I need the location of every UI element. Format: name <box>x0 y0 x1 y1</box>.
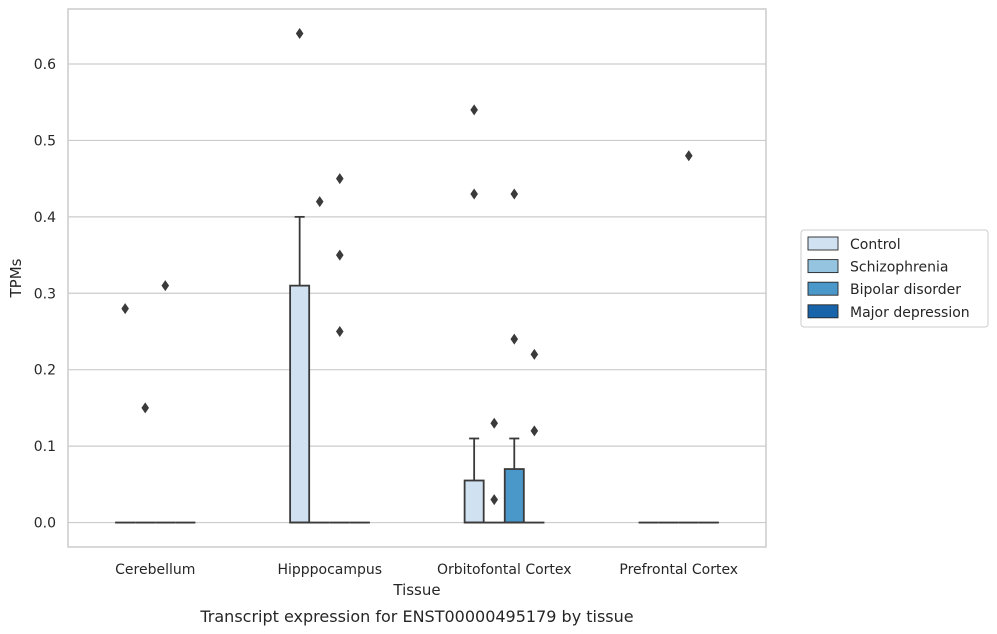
legend-swatch <box>807 281 839 296</box>
x-tick-label: Cerebellum <box>115 562 195 578</box>
plot-background <box>68 9 766 547</box>
outlier-point <box>510 188 519 200</box>
legend: Control Schizophrenia Bipolar disorder Majo… <box>800 229 989 328</box>
outlier-point <box>121 303 129 315</box>
outlier-points <box>121 27 693 506</box>
outlier-point <box>684 150 693 162</box>
x-tick-label: Orbitofontal Cortex <box>437 562 572 578</box>
y-tick-label: 0.1 <box>34 439 56 455</box>
legend-label: Control <box>850 237 901 253</box>
outlier-point <box>470 188 478 200</box>
outlier-point <box>490 494 499 506</box>
y-axis-title: TPMs <box>7 258 25 298</box>
outlier-point <box>530 425 539 437</box>
outlier-point <box>335 325 344 337</box>
legend-swatch <box>807 259 839 274</box>
legend-label: Schizophrenia <box>850 260 948 276</box>
y-tick-label: 0.6 <box>34 57 56 73</box>
outlier-point <box>490 417 499 429</box>
x-tick-label: Prefrontal Cortex <box>619 562 738 578</box>
gridlines <box>68 63 766 524</box>
box <box>503 468 525 524</box>
outlier-point <box>530 348 539 360</box>
x-axis-title: Tissue <box>392 581 440 599</box>
y-tick-label: 0.0 <box>34 516 56 532</box>
outlier-point <box>470 104 478 116</box>
outlier-point <box>315 196 324 208</box>
legend-frame <box>800 229 989 328</box>
x-tick-label: Hipppocampus <box>277 562 382 578</box>
outlier-point <box>335 173 344 185</box>
outlier-point <box>335 249 344 261</box>
legend-label: Major depression <box>850 305 970 321</box>
outlier-point <box>141 402 150 414</box>
y-tick-label: 0.4 <box>34 210 56 226</box>
outlier-point <box>161 280 170 292</box>
outlier-point <box>510 333 519 345</box>
legend-label: Bipolar disorder <box>850 282 961 298</box>
box <box>463 479 485 524</box>
y-tick-label: 0.5 <box>34 133 56 149</box>
x-tick-labels: Cerebellum Hipppocampus Orbitofontal Corte… <box>115 562 738 578</box>
outlier-point <box>295 27 304 39</box>
plot-frame <box>67 8 767 548</box>
y-tick-labels: 0.0 0.1 0.2 0.3 0.4 0.5 0.6 <box>34 57 56 532</box>
y-tick-label: 0.2 <box>34 363 56 379</box>
y-tick-label: 0.3 <box>34 286 56 302</box>
legend-swatch <box>807 236 839 251</box>
box-plots <box>115 215 719 524</box>
legend-swatch <box>807 304 839 319</box>
chart-caption: Transcript expression for ENST0000049517… <box>199 607 633 626</box>
box <box>289 284 311 524</box>
